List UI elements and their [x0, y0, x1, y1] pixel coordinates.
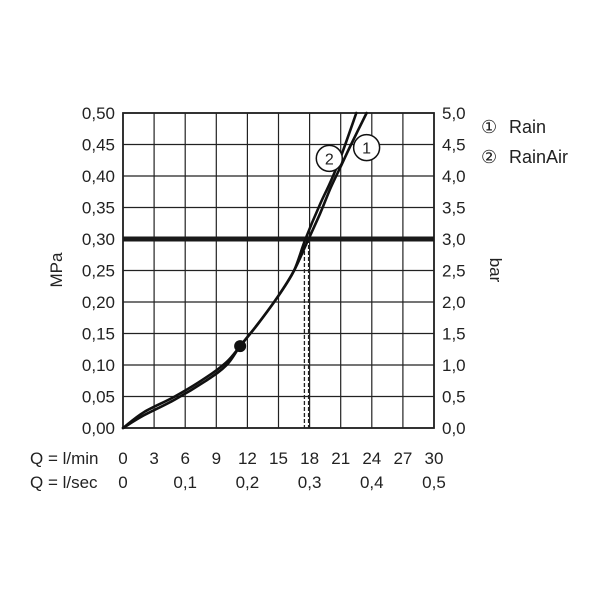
- y-tick-label-mpa: 0,00: [82, 419, 115, 438]
- marker-circle: [352, 133, 381, 162]
- y-tick-label-mpa: 0,05: [82, 388, 115, 407]
- marker-circle: [315, 144, 344, 173]
- y-ticks-bar: 0,0 0,5 1,0 1,5 2,0 2,5 3,0 3,5 4,0 4,5 5,0: [442, 104, 466, 438]
- curve-marker-rainair: 2: [315, 144, 344, 173]
- curve-marker-rain: 1: [352, 133, 381, 162]
- x-tick-label-lsec: 0,4: [360, 473, 384, 492]
- x-axis-label-lmin: Q = l/min: [30, 449, 99, 468]
- highlight-point: [234, 340, 247, 353]
- curves: [121, 111, 368, 430]
- legend-symbol: ①: [481, 117, 497, 137]
- series-line-rainair: [121, 111, 358, 430]
- legend-label: RainAir: [509, 147, 568, 167]
- x-axis-label-lsec: Q = l/sec: [30, 473, 98, 492]
- y-axis-label-right: bar: [486, 258, 505, 283]
- x-tick-label-lmin: 24: [362, 449, 381, 468]
- y-tick-label-mpa: 0,45: [82, 136, 115, 155]
- grid: [122, 112, 435, 429]
- y-tick-label-bar: 2,5: [442, 262, 466, 281]
- x-tick-label-lmin: 30: [425, 449, 444, 468]
- y-tick-label-mpa: 0,40: [82, 167, 115, 186]
- y-tick-label-mpa: 0,50: [82, 104, 115, 123]
- y-tick-label-bar: 5,0: [442, 104, 466, 123]
- y-tick-label-bar: 4,5: [442, 136, 466, 155]
- plot-frame: [122, 112, 435, 429]
- y-tick-label-mpa: 0,20: [82, 293, 115, 312]
- x-tick-label-lmin: 9: [212, 449, 221, 468]
- legend-symbol: ②: [481, 147, 497, 167]
- y-axis-label-left: MPa: [47, 252, 66, 288]
- y-tick-label-mpa: 0,30: [82, 230, 115, 249]
- y-tick-label-mpa: 0,15: [82, 325, 115, 344]
- x-tick-label-lmin: 15: [269, 449, 288, 468]
- y-tick-label-mpa: 0,10: [82, 356, 115, 375]
- y-tick-label-bar: 3,0: [442, 230, 466, 249]
- x-ticks: 0 3 6 9 12 15 18 21 24 27 30 0 0,1 0,2 0,3 0,4 0,5: [118, 449, 446, 492]
- x-tick-label-lmin: 18: [300, 449, 319, 468]
- y-ticks-mpa: 0,00 0,05 0,10 0,15 0,20 0,25 0,30 0,35 0,40 0,45…: [82, 104, 115, 438]
- y-tick-label-bar: 2,0: [442, 293, 466, 312]
- x-tick-label-lmin: 6: [180, 449, 189, 468]
- x-tick-label-lmin: 12: [238, 449, 257, 468]
- y-tick-label-bar: 4,0: [442, 167, 466, 186]
- x-tick-label-lsec: 0: [118, 473, 127, 492]
- x-tick-label-lmin: 27: [393, 449, 412, 468]
- marker-number: 1: [362, 141, 371, 158]
- curve-markers: 12: [315, 133, 381, 173]
- x-tick-label-lsec: 0,2: [236, 473, 260, 492]
- x-tick-label-lsec: 0,3: [298, 473, 322, 492]
- x-tick-label-lsec: 0,5: [422, 473, 446, 492]
- legend: ① Rain ② RainAir: [481, 117, 568, 167]
- y-tick-label-bar: 1,0: [442, 356, 466, 375]
- x-tick-label-lmin: 0: [118, 449, 127, 468]
- x-tick-label-lsec: 0,1: [173, 473, 197, 492]
- y-tick-label-bar: 0,0: [442, 419, 466, 438]
- y-tick-label-bar: 1,5: [442, 325, 466, 344]
- x-tick-label-lmin: 3: [149, 449, 158, 468]
- y-tick-label-mpa: 0,35: [82, 199, 115, 218]
- x-tick-label-lmin: 21: [331, 449, 350, 468]
- y-tick-label-mpa: 0,25: [82, 262, 115, 281]
- legend-label: Rain: [509, 117, 546, 137]
- y-tick-label-bar: 0,5: [442, 388, 466, 407]
- y-tick-label-bar: 3,5: [442, 199, 466, 218]
- marker-number: 2: [325, 151, 334, 168]
